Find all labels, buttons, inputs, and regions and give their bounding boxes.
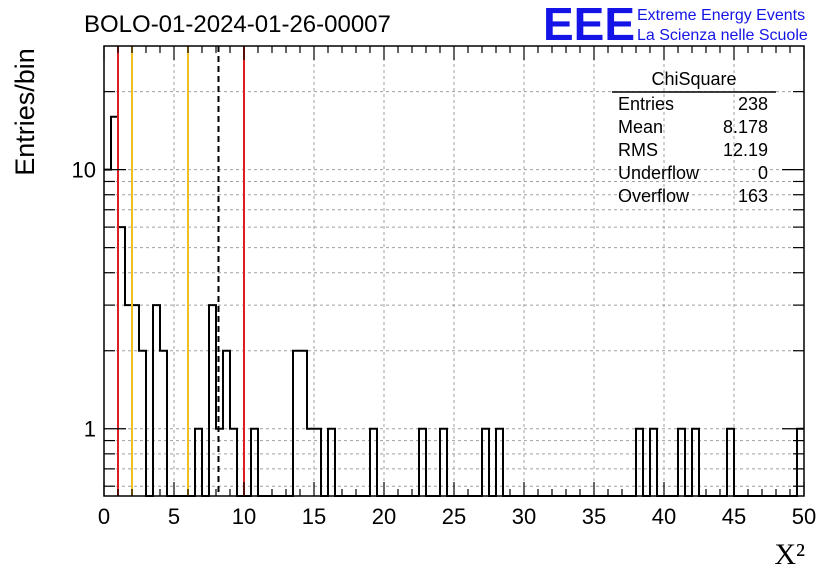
histogram-bin bbox=[104, 170, 111, 496]
eee-logo: EEE Extreme Energy Events La Scienza nel… bbox=[543, 0, 808, 50]
stats-label: Underflow bbox=[618, 163, 700, 183]
histogram-bin bbox=[314, 429, 321, 496]
stats-label: Entries bbox=[618, 94, 674, 114]
histogram-bin bbox=[251, 429, 258, 496]
histogram-bin bbox=[307, 429, 314, 496]
histogram-bin bbox=[209, 305, 216, 496]
x-tick-label: 20 bbox=[372, 504, 396, 529]
x-tick-label: 0 bbox=[98, 504, 110, 529]
logo-mark: EEE bbox=[543, 0, 635, 50]
logo-line-2: La Scienza nelle Scuole bbox=[637, 27, 808, 44]
grid-lines bbox=[104, 46, 804, 496]
stats-value: 163 bbox=[738, 186, 768, 206]
y-tick-label: 1 bbox=[84, 417, 96, 442]
histogram-bin bbox=[650, 429, 657, 496]
histogram-bin bbox=[132, 305, 139, 496]
reference-lines bbox=[117, 46, 245, 496]
x-tick-label: 50 bbox=[792, 504, 816, 529]
histogram-bin bbox=[370, 429, 377, 496]
y-tick-label: 10 bbox=[72, 158, 96, 183]
x-tick-label: 35 bbox=[582, 504, 606, 529]
histogram-bin bbox=[482, 429, 489, 496]
x-tick-label: 40 bbox=[652, 504, 676, 529]
histogram-bin bbox=[230, 429, 237, 496]
stats-label: RMS bbox=[618, 140, 658, 160]
histogram-bin bbox=[328, 429, 335, 496]
histogram-bin bbox=[223, 351, 230, 496]
x-tick-label: 45 bbox=[722, 504, 746, 529]
histogram-bin bbox=[692, 429, 699, 496]
x-tick-label: 15 bbox=[302, 504, 326, 529]
stats-value: 0 bbox=[758, 163, 768, 183]
stats-box: ChiSquare Entries 238 Mean 8.178 RMS 12.19 Und… bbox=[612, 69, 776, 206]
stats-title: ChiSquare bbox=[651, 69, 736, 89]
stats-value: 12.19 bbox=[723, 140, 768, 160]
y-axis-label: Entries/bin bbox=[10, 48, 40, 176]
x-tick-label: 10 bbox=[232, 504, 256, 529]
histogram-bin bbox=[195, 429, 202, 496]
chart-title: BOLO-01-2024-01-26-00007 bbox=[84, 11, 391, 38]
stats-label: Mean bbox=[618, 117, 663, 137]
histogram-bin bbox=[125, 305, 132, 496]
histogram-bin bbox=[153, 305, 160, 496]
histogram-bin bbox=[727, 429, 734, 496]
histogram-bin bbox=[160, 351, 167, 496]
histogram-outline bbox=[104, 115, 804, 497]
stats-label: Overflow bbox=[618, 186, 690, 206]
histogram-bin bbox=[300, 351, 307, 496]
histogram-bin bbox=[496, 429, 503, 496]
axes: 0 5 10 15 20 25 30 35 40 45 50 1 10 bbox=[72, 45, 816, 529]
histogram-bin bbox=[636, 429, 643, 496]
histogram-bin bbox=[216, 429, 223, 496]
histogram-bins bbox=[104, 115, 804, 497]
stats-rows: Entries 238 Mean 8.178 RMS 12.19 Underflow 0 Ove… bbox=[618, 94, 768, 206]
stats-value: 8.178 bbox=[723, 117, 768, 137]
x-tick-label: 25 bbox=[442, 504, 466, 529]
logo-line-1: Extreme Energy Events bbox=[637, 7, 805, 24]
x-axis-label: X² bbox=[774, 538, 805, 571]
histogram-bin bbox=[293, 351, 300, 496]
histogram-bin bbox=[118, 227, 125, 496]
histogram-bin bbox=[440, 429, 447, 496]
x-tick-label: 5 bbox=[168, 504, 180, 529]
histogram-bin bbox=[419, 429, 426, 496]
stats-value: 238 bbox=[738, 94, 768, 114]
histogram-bin bbox=[678, 429, 685, 496]
histogram-bin bbox=[111, 117, 118, 496]
x-tick-label: 30 bbox=[512, 504, 536, 529]
histogram-bin bbox=[139, 351, 146, 496]
